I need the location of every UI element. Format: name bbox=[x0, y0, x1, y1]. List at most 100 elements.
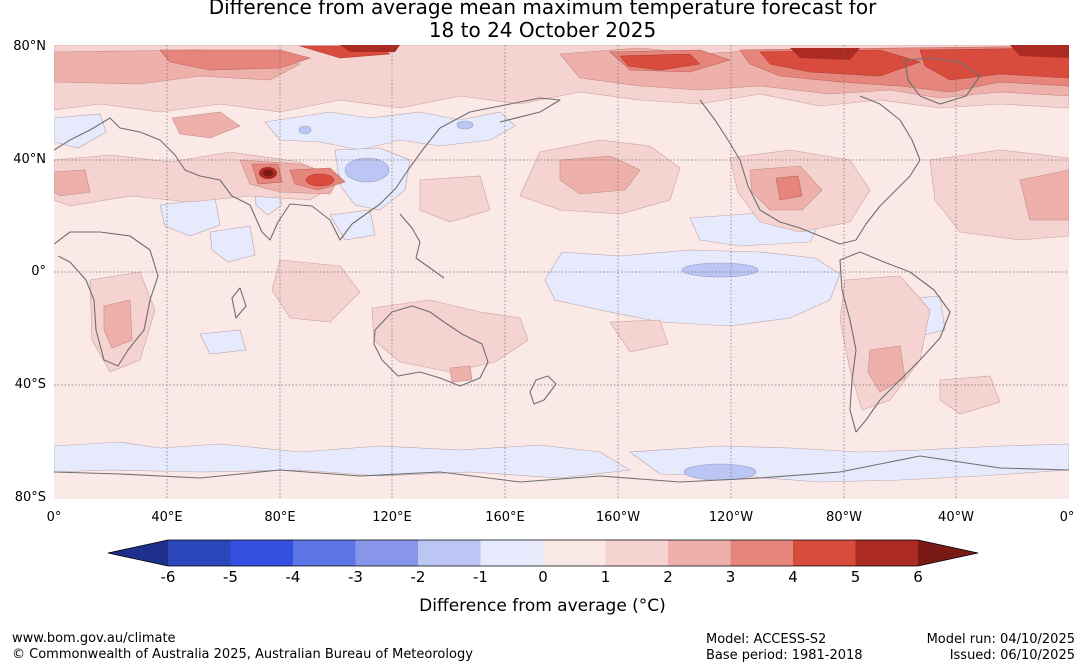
extreme-hot-arctic-asia bbox=[340, 45, 400, 52]
lat-label-0: 0° bbox=[31, 264, 46, 279]
colorbar-tick-3: 3 bbox=[725, 568, 736, 586]
strong-warm-east-atlantic bbox=[1019, 169, 1069, 221]
colorbar-tick-6: 6 bbox=[913, 568, 923, 586]
lon-label-0: 0° bbox=[46, 510, 62, 525]
colorbar-tick-minus1: -1 bbox=[473, 568, 488, 586]
base-period: Base period: 1981-2018 bbox=[706, 648, 863, 663]
lon-label-40w: 40°W bbox=[938, 510, 974, 525]
strong-warm-se-australia bbox=[449, 365, 473, 383]
colorbar-tick-4: 4 bbox=[788, 568, 798, 586]
colorbar bbox=[107, 539, 979, 567]
lon-label-160e: 160°E bbox=[485, 510, 525, 525]
colorbar-tick-minus4: -4 bbox=[285, 568, 301, 586]
coastlines bbox=[54, 57, 1069, 483]
colorbar-tick-1: 1 bbox=[600, 568, 611, 586]
colorbar-segment-minus6-minus5 bbox=[168, 540, 231, 566]
cold-spot-southern-ocean bbox=[683, 463, 757, 481]
very-hot-tibet bbox=[305, 173, 335, 187]
cold-spot-east-siberia bbox=[456, 120, 474, 130]
cool-area-europe bbox=[54, 113, 107, 149]
hot-area-us bbox=[775, 175, 803, 201]
lon-label-120w: 120°W bbox=[708, 510, 754, 525]
coastline-madagascar bbox=[231, 287, 247, 319]
strong-warm-pacific bbox=[559, 155, 641, 195]
chart-title: Difference from average mean maximum tem… bbox=[0, 0, 1085, 42]
lat-label-80s: 80°S bbox=[14, 490, 46, 505]
strong-warm-africa bbox=[103, 299, 133, 349]
colorbar-segment-minus1-0 bbox=[480, 540, 543, 566]
colorbar-tick-minus5: -5 bbox=[223, 568, 238, 586]
coastline-new-zealand bbox=[529, 375, 557, 405]
lon-label-0-east: 0° bbox=[1059, 510, 1075, 525]
cool-area-indochina bbox=[329, 209, 376, 241]
cool-area-arabian-sea bbox=[209, 225, 256, 263]
gridlines bbox=[54, 45, 1069, 499]
strong-warm-mediterranean bbox=[54, 169, 91, 197]
very-hot-chukotka bbox=[619, 53, 701, 71]
website-link[interactable]: www.bom.gov.au/climate bbox=[12, 631, 176, 646]
coastline-south-america bbox=[839, 251, 951, 433]
cold-spot-pacific bbox=[681, 262, 759, 278]
lat-label-40s: 40°S bbox=[14, 377, 46, 392]
cold-spot-china bbox=[344, 157, 390, 183]
moderate-cool-areas bbox=[298, 120, 759, 481]
extreme-hot-greenland bbox=[1010, 45, 1069, 58]
title-line-1: Difference from average mean maximum tem… bbox=[208, 0, 877, 19]
colorbar-segment-1-2 bbox=[605, 540, 668, 566]
cool-area-madagascar bbox=[199, 329, 247, 355]
map-field bbox=[54, 45, 1069, 499]
model-run-date: Model run: 04/10/2025 bbox=[926, 632, 1075, 647]
temperature-anomaly-map bbox=[54, 45, 1069, 499]
model-name: Model: ACCESS-S2 bbox=[706, 632, 827, 647]
warm-area-south-america bbox=[839, 275, 931, 411]
extreme-hot-core bbox=[263, 169, 273, 177]
colorbar-tick-minus3: -3 bbox=[348, 568, 363, 586]
coastline-antarctica bbox=[54, 455, 1069, 483]
coastline-islands bbox=[399, 213, 445, 279]
coastline-eurasia bbox=[54, 97, 561, 241]
colorbar-segment-minus3-minus2 bbox=[355, 540, 418, 566]
warm-area-south-atlantic bbox=[939, 375, 1001, 415]
lon-label-40e: 40°E bbox=[151, 510, 183, 525]
colorbar-segment-minus4-minus3 bbox=[293, 540, 356, 566]
strong-warm-russia bbox=[171, 111, 241, 139]
colorbar-segment-4-5 bbox=[793, 540, 856, 566]
warm-area-south-pacific bbox=[609, 319, 669, 353]
colorbar-segment-above-6 bbox=[918, 540, 978, 566]
colorbar-segment-0-1 bbox=[543, 540, 606, 566]
lon-label-120e: 120°E bbox=[372, 510, 412, 525]
colorbar-segment-below-6 bbox=[108, 540, 168, 566]
issued-date: Issued: 06/10/2025 bbox=[949, 648, 1075, 663]
warm-area-indian-ocean bbox=[271, 259, 361, 323]
coastline-africa bbox=[54, 231, 159, 367]
colorbar-outline bbox=[107, 539, 979, 567]
colorbar-segment-minus5-minus4 bbox=[230, 540, 293, 566]
colorbar-tick-minus6: -6 bbox=[160, 568, 176, 586]
colorbar-segment-3-4 bbox=[730, 540, 793, 566]
warm-anomaly-areas bbox=[54, 45, 1069, 415]
extreme-hot-canada bbox=[790, 48, 860, 60]
strong-warm-argentina bbox=[867, 345, 906, 393]
cool-area-pacific-equator bbox=[544, 249, 841, 327]
coastline-australia bbox=[373, 305, 489, 387]
colorbar-segment-minus2-minus1 bbox=[418, 540, 481, 566]
colorbar-segment-2-3 bbox=[668, 540, 731, 566]
colorbar-segment-5-6 bbox=[855, 540, 918, 566]
lon-label-160w: 160°W bbox=[595, 510, 641, 525]
coastline-north-america bbox=[699, 95, 921, 245]
colorbar-tick-minus2: -2 bbox=[410, 568, 426, 586]
warm-area-australia bbox=[371, 299, 529, 373]
cool-area-southern-ocean-west bbox=[54, 441, 631, 479]
colorbar-label: Difference from average (°C) bbox=[419, 596, 666, 616]
cold-spot-siberia bbox=[298, 125, 312, 135]
colorbar-tick-5: 5 bbox=[850, 568, 861, 586]
warm-area-japan bbox=[419, 175, 491, 223]
title-line-2: 18 to 24 October 2025 bbox=[428, 18, 657, 42]
colorbar-tick-0: 0 bbox=[538, 568, 548, 586]
colorbar-tick-2: 2 bbox=[663, 568, 673, 586]
copyright-text: © Commonwealth of Australia 2025, Austra… bbox=[12, 647, 473, 662]
lat-label-40n: 40°N bbox=[13, 152, 46, 167]
coastline-greenland bbox=[904, 57, 981, 105]
lon-label-80w: 80°W bbox=[826, 510, 862, 525]
very-hot-areas bbox=[299, 45, 1069, 187]
